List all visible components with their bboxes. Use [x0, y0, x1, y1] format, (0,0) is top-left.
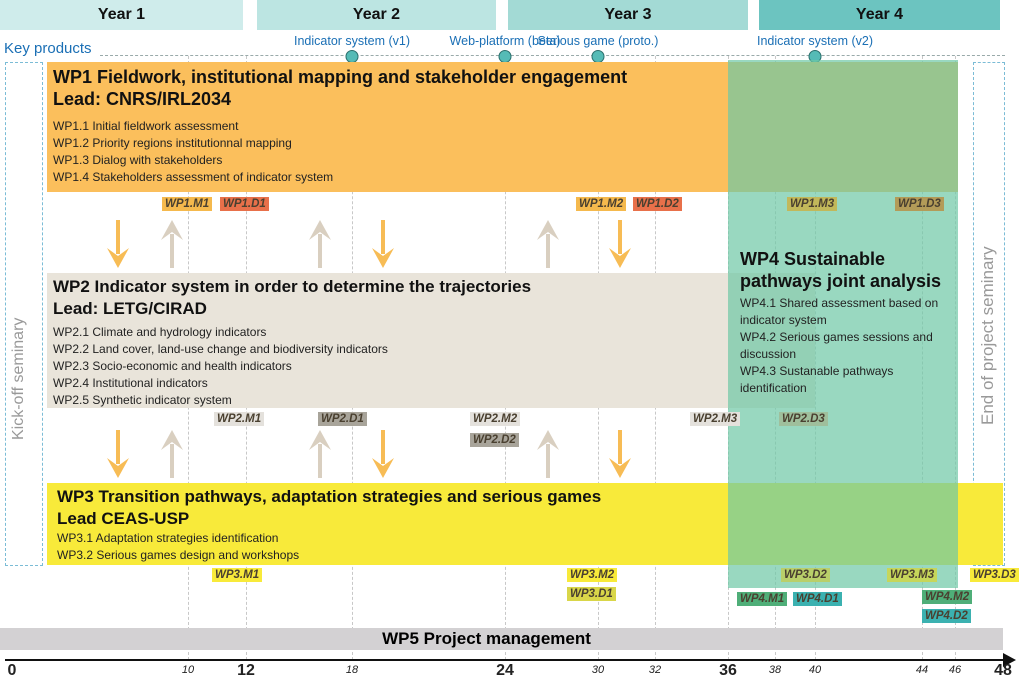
milestone-label: WP4.M2: [922, 590, 973, 604]
year-3: Year 3: [508, 0, 748, 30]
task: WP2.5 Synthetic indicator system: [53, 393, 232, 407]
wp4-content: WP4 Sustainable pathways joint analysis …: [740, 248, 941, 397]
key-products-label: Key products: [4, 40, 92, 57]
wp5-bar: WP5 Project management: [0, 628, 1003, 650]
axis-tick-label: 38: [768, 664, 782, 676]
milestone-label: WP2.M1: [214, 412, 265, 426]
timeline-axis: [5, 659, 1005, 661]
milestone-label: WP4.M1: [737, 592, 788, 606]
wp2-box: [47, 273, 815, 408]
task: WP2.2 Land cover, land-use change and bi…: [53, 342, 388, 356]
axis-tick-label: 36: [719, 662, 737, 679]
task: WP2.3 Socio-economic and health indicato…: [53, 359, 292, 373]
milestone-label: WP4.D1: [793, 592, 842, 606]
milestone-label: WP3.M3: [887, 568, 938, 582]
axis-arrowhead: [1003, 653, 1016, 667]
wp1-content: WP1 Fieldwork, institutional mapping and…: [53, 66, 627, 186]
end-box: [973, 62, 1005, 566]
task: WP2.1 Climate and hydrology indicators: [53, 325, 267, 339]
milestone-label: WP3.M2: [567, 568, 618, 582]
milestone-label: WP1.D3: [895, 197, 944, 211]
axis-tick-label: 30: [591, 664, 605, 676]
end-label: End of project seminary: [978, 246, 997, 425]
wp4-title: WP4 Sustainable: [740, 249, 886, 269]
kickoff-label: Kick-off seminary: [10, 317, 27, 440]
axis-tick-label: 10: [181, 664, 195, 676]
year-4: Year 4: [759, 0, 1000, 30]
milestone-label: WP2.M3: [690, 412, 741, 426]
task: WP3.1 Adaptation strategies identificati…: [57, 531, 279, 545]
task: WP4.3 Sustanable pathways: [740, 364, 894, 378]
task: WP4.2 Serious games sessions and: [740, 330, 933, 344]
axis-tick-label: 12: [237, 662, 255, 679]
axis-tick-label: 44: [915, 664, 929, 676]
key-product-label: Web-platform (beta): [449, 34, 561, 48]
axis-tick-label: 0: [7, 662, 17, 679]
key-products-line: [100, 55, 1005, 56]
milestone-label: WP1.M3: [787, 197, 838, 211]
kickoff-box: [5, 62, 43, 566]
key-product-label: Serious game (proto.): [537, 34, 659, 48]
wp3-content: WP3 Transition pathways, adaptation stra…: [57, 486, 601, 564]
wp3-lead: Lead CEAS-USP: [57, 509, 190, 528]
wp1-lead: Lead: CNRS/IRL2034: [53, 89, 232, 109]
milestone-label: WP2.D1: [318, 412, 367, 426]
wp4-title-2: pathways joint analysis: [740, 271, 942, 291]
milestone-label: WP3.D2: [781, 568, 830, 582]
task: WP4.1 Shared assessment based on: [740, 296, 939, 310]
axis-tick-label: 24: [496, 662, 514, 679]
milestone-label: WP4.D2: [922, 609, 971, 623]
key-product-label: Indicator system (v1): [293, 34, 411, 48]
task: WP1.2 Priority regions institutionnal ma…: [53, 136, 292, 150]
milestone-label: WP2.D2: [470, 433, 519, 447]
milestone-label: WP3.D3: [970, 568, 1019, 582]
key-product-label: Indicator system (v2): [756, 34, 874, 48]
wp5-title: WP5 Project management: [382, 629, 591, 648]
wp2-content: WP2 Indicator system in order to determi…: [53, 276, 531, 409]
task: WP1.3 Dialog with stakeholders: [53, 153, 223, 167]
milestone-label: WP1.D2: [633, 197, 682, 211]
task: indicator system: [740, 313, 827, 327]
task: WP2.4 Institutional indicators: [53, 376, 208, 390]
milestone-label: WP1.M2: [576, 197, 627, 211]
wp3-title: WP3 Transition pathways, adaptation stra…: [57, 487, 602, 506]
milestone-label: WP2.M2: [470, 412, 521, 426]
task: discussion: [740, 347, 797, 361]
task: WP3.2 Serious games design and workshops: [57, 548, 300, 562]
milestone-label: WP1.D1: [220, 197, 269, 211]
task: WP1.4 Stakeholders assessment of indicat…: [53, 170, 334, 184]
milestone-label: WP2.D3: [779, 412, 828, 426]
axis-tick-label: 32: [648, 664, 662, 676]
axis-tick-label: 40: [808, 664, 822, 676]
task: identification: [740, 381, 807, 395]
year-2: Year 2: [257, 0, 496, 30]
axis-tick-label: 18: [345, 664, 359, 676]
axis-tick-label: 48: [994, 662, 1012, 679]
year-1: Year 1: [0, 0, 243, 30]
wp1-title: WP1 Fieldwork, institutional mapping and…: [53, 67, 628, 87]
wp2-lead: Lead: LETG/CIRAD: [53, 299, 207, 318]
milestone-label: WP3.D1: [567, 587, 616, 601]
milestone-label: WP1.M1: [162, 197, 213, 211]
wp2-title: WP2 Indicator system in order to determi…: [53, 277, 532, 296]
milestone-label: WP3.M1: [212, 568, 263, 582]
axis-tick-label: 46: [948, 664, 962, 676]
task: WP1.1 Initial fieldwork assessment: [53, 119, 239, 133]
wp4-box: [728, 60, 958, 588]
